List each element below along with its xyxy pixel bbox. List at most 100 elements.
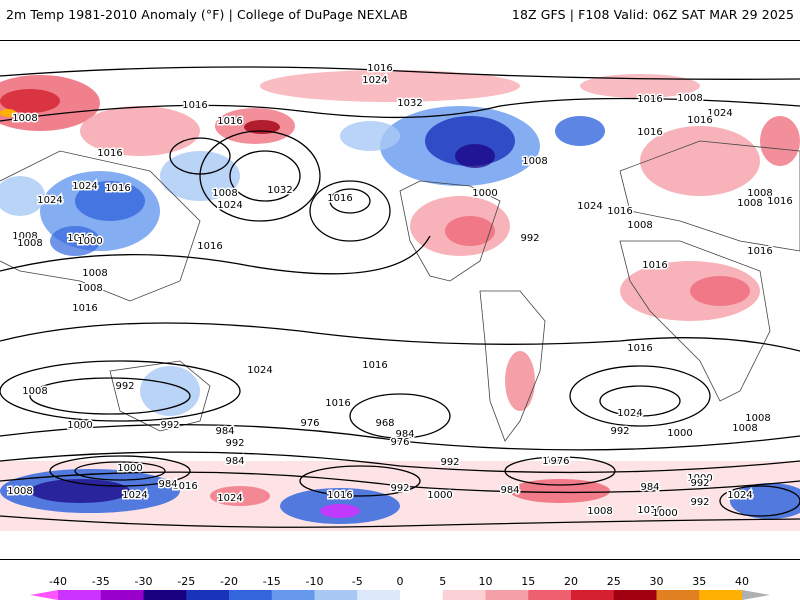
isobar-label: 1000 xyxy=(472,188,497,199)
isobar-label: 1016 xyxy=(637,505,662,516)
colorbar-labels: -40 -35 -30 -25 -20 -15 -10 -5 0 5 10 15 20 25 30 35 40 xyxy=(0,575,800,589)
isobar-label: 1008 xyxy=(587,506,612,517)
isobar-label: 1016 xyxy=(182,100,207,111)
isobar-label: 1008 xyxy=(627,220,652,231)
colorbar-tick-label: -35 xyxy=(91,575,110,588)
isobar-label: 1016 xyxy=(325,398,350,409)
isobar-label: 992 xyxy=(390,483,409,494)
isobar-label: 984 xyxy=(158,479,177,490)
colorbar-segment xyxy=(58,590,102,600)
isobar-label: 1000 xyxy=(687,473,712,484)
isobar-label: 1024 xyxy=(217,493,242,504)
isobar-label: 976 xyxy=(300,418,319,429)
colorbar-segment xyxy=(571,590,615,600)
isobar-label: 1024 xyxy=(577,201,602,212)
colorbar-tick-label: 5 xyxy=(439,575,447,588)
colorbar-tick-label: 15 xyxy=(521,575,536,588)
isobar-label: 992 xyxy=(690,478,709,489)
map-title: 2m Temp 1981-2010 Anomaly (°F) | College… xyxy=(6,7,408,22)
isobar-label: 1000 xyxy=(77,236,102,247)
isobar-label: 984 xyxy=(395,429,414,440)
colorbar-segment xyxy=(271,590,315,600)
colorbar-tick-label: 35 xyxy=(692,575,707,588)
isobar-label: 1008 xyxy=(17,238,42,249)
colorbar-tick-label: 30 xyxy=(649,575,664,588)
isobar-label: 1016 xyxy=(607,206,632,217)
isobar-label: 1024 xyxy=(707,108,732,119)
isobar-label: 1032 xyxy=(267,185,292,196)
colorbar-segment xyxy=(656,590,700,600)
colorbar-segment xyxy=(528,590,572,600)
isobar-label: 1016 xyxy=(362,360,387,371)
header-bar: 2m Temp 1981-2010 Anomaly (°F) | College… xyxy=(0,0,800,30)
isobar-label: 1008 xyxy=(22,386,47,397)
isobar-label: 1024 xyxy=(72,181,97,192)
isobar-label: 1000 xyxy=(427,490,452,501)
isobar-label: 1008 xyxy=(522,156,547,167)
isobar-label: 1016 xyxy=(542,456,567,467)
isobar-label: 1000 xyxy=(652,508,677,519)
isobar-label: 1000 xyxy=(67,420,92,431)
isobar-label: 1032 xyxy=(397,98,422,109)
colorbar-tick-label: -10 xyxy=(305,575,324,588)
isobar-label: 992 xyxy=(520,233,539,244)
colorbar-left-arrow xyxy=(30,590,58,600)
isobar-label: 1008 xyxy=(677,93,702,104)
isobar-label: 1024 xyxy=(362,75,387,86)
isobar-label: 1024 xyxy=(122,490,147,501)
colorbar-tick-label: 20 xyxy=(564,575,578,588)
isobar-label: 968 xyxy=(375,418,394,429)
isobar-label: 1016 xyxy=(97,148,122,159)
colorbar-segment xyxy=(613,590,657,600)
colorbar-tick-label: 25 xyxy=(606,575,621,588)
colorbar-segment xyxy=(400,590,444,600)
isobar-label: 1016 xyxy=(217,116,242,127)
isobar-label: 1008 xyxy=(12,231,37,242)
isobar-label: 1024 xyxy=(37,195,62,206)
isobar-label: 1008 xyxy=(12,113,37,124)
isobar-label: 1024 xyxy=(617,408,642,419)
isobar-label: 1016 xyxy=(67,233,92,244)
colorbar-segment xyxy=(699,590,743,600)
isobar-label: 992 xyxy=(610,426,629,437)
isobar-label: 1008 xyxy=(745,413,770,424)
isobar-label: 1016 xyxy=(627,343,652,354)
isobar-label: 1016 xyxy=(327,490,352,501)
colorbar-tick-label: -30 xyxy=(134,575,153,588)
isobar-label: 1016 xyxy=(72,303,97,314)
colorbar-segment xyxy=(314,590,358,600)
isobar-label: 992 xyxy=(160,420,179,431)
isobar-label: 1016 xyxy=(637,127,662,138)
isobar-label: 1008 xyxy=(732,423,757,434)
isobar-label: 1016 xyxy=(747,246,772,257)
isobar-label: 1016 xyxy=(172,481,197,492)
isobar-label: 1008 xyxy=(82,268,107,279)
isobar-label: 1016 xyxy=(105,183,130,194)
isobar-label: 984 xyxy=(640,482,659,493)
isobar-label: 976 xyxy=(550,456,569,467)
isobar-label: 1024 xyxy=(247,365,272,376)
colorbar xyxy=(30,590,770,600)
anomaly-map-svg: 1016 1024 1016 1016 1008 1032 1032 1024 1008 1016… xyxy=(0,62,800,531)
colorbar-segment xyxy=(186,590,230,600)
isobar-label: 992 xyxy=(690,497,709,508)
isobar-label: 1008 xyxy=(747,188,772,199)
isobar-label: 992 xyxy=(225,438,244,449)
isobar-label: 1000 xyxy=(117,463,142,474)
colorbar-tick-label: -20 xyxy=(220,575,238,588)
colorbar-tick-label: 10 xyxy=(478,575,493,588)
isobar-label: 1024 xyxy=(727,490,752,501)
colorbar-segment xyxy=(442,590,486,600)
colorbar-segment xyxy=(100,590,144,600)
colorbar-right-arrow xyxy=(742,590,770,600)
isobar-label: 1016 xyxy=(637,94,662,105)
isobar-label: 976 xyxy=(390,437,409,448)
weather-map: 1016 1024 1016 1016 1008 1032 1032 1024 1008 1016… xyxy=(0,40,800,560)
isobar-label: 1008 xyxy=(77,283,102,294)
isobar-label: 984 xyxy=(500,485,519,496)
colorbar-segment xyxy=(143,590,187,600)
coastlines xyxy=(0,140,800,442)
colorbar-tick-label: -15 xyxy=(262,575,281,588)
isobar-label: 1000 xyxy=(667,428,692,439)
anomaly-shading xyxy=(0,70,800,531)
